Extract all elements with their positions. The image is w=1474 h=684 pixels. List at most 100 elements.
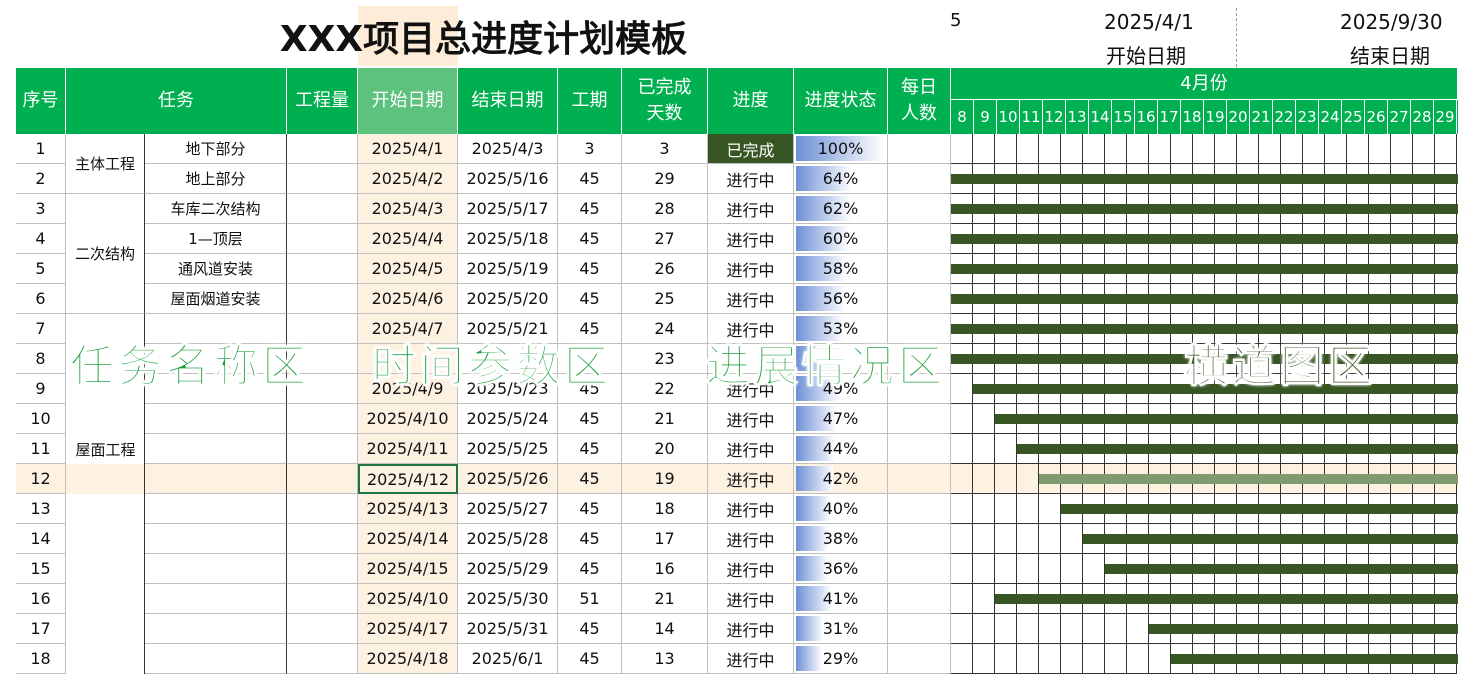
cell-end[interactable]: 2025/5/23 bbox=[458, 374, 558, 404]
header-start[interactable]: 开始日期 bbox=[358, 68, 458, 134]
cell-start[interactable]: 2025/4/9 bbox=[358, 374, 458, 404]
cell-prog[interactable]: 进行中 bbox=[708, 614, 794, 644]
gantt-bar[interactable] bbox=[1149, 624, 1458, 634]
cell-qty[interactable] bbox=[287, 554, 358, 584]
cell-qty[interactable] bbox=[287, 524, 358, 554]
cell-done[interactable]: 17 bbox=[622, 524, 708, 554]
gantt-bar[interactable] bbox=[951, 204, 1458, 214]
cell-qty[interactable] bbox=[287, 614, 358, 644]
cell-done[interactable]: 26 bbox=[622, 254, 708, 284]
cell-task[interactable] bbox=[145, 464, 287, 494]
cell-end[interactable]: 2025/5/20 bbox=[458, 284, 558, 314]
cell-qty[interactable] bbox=[287, 464, 358, 494]
cell-task[interactable] bbox=[145, 524, 287, 554]
cell-daily[interactable] bbox=[888, 584, 951, 614]
cell-done[interactable]: 21 bbox=[622, 404, 708, 434]
cell-end[interactable]: 2025/5/29 bbox=[458, 554, 558, 584]
header-done-days[interactable]: 已完成 天数 bbox=[622, 68, 708, 134]
group-cell[interactable] bbox=[66, 554, 145, 584]
group-label-roof[interactable]: 屋面工程 bbox=[75, 440, 136, 459]
cell-seq[interactable]: 15 bbox=[16, 554, 66, 584]
cell-prog[interactable]: 进行中 bbox=[708, 554, 794, 584]
cell-dur[interactable]: 45 bbox=[558, 254, 622, 284]
cell-prog[interactable]: 进行中 bbox=[708, 224, 794, 254]
group-cell[interactable] bbox=[66, 314, 145, 344]
cell-seq[interactable]: 4 bbox=[16, 224, 66, 254]
group-label-secondary[interactable]: 二次结构 bbox=[66, 194, 145, 314]
cell-qty[interactable] bbox=[287, 134, 358, 164]
cell-task[interactable]: 屋面烟道安装 bbox=[145, 284, 287, 314]
header-end[interactable]: 结束日期 bbox=[458, 68, 558, 134]
cell-status[interactable]: 62% bbox=[794, 194, 888, 224]
cell-dur[interactable]: 45 bbox=[558, 434, 622, 464]
cell-daily[interactable] bbox=[888, 374, 951, 404]
cell-daily[interactable] bbox=[888, 614, 951, 644]
cell-done[interactable]: 22 bbox=[622, 374, 708, 404]
gantt-bar[interactable] bbox=[1061, 504, 1458, 514]
cell-end[interactable]: 2025/5/19 bbox=[458, 254, 558, 284]
gantt-bar[interactable] bbox=[995, 414, 1458, 424]
cell-done[interactable]: 29 bbox=[622, 164, 708, 194]
cell-prog[interactable]: 进行中 bbox=[708, 524, 794, 554]
cell-dur[interactable]: 45 bbox=[558, 314, 622, 344]
gantt-bar[interactable] bbox=[951, 234, 1458, 244]
cell-task[interactable] bbox=[145, 344, 287, 374]
cell-start[interactable]: 2025/4/2 bbox=[358, 164, 458, 194]
cell-task[interactable] bbox=[145, 644, 287, 674]
cell-start[interactable]: 2025/4/4 bbox=[358, 224, 458, 254]
cell-qty[interactable] bbox=[287, 584, 358, 614]
cell-end[interactable]: 2025/5/26 bbox=[458, 464, 558, 494]
cell-end[interactable]: 2025/6/1 bbox=[458, 644, 558, 674]
gantt-bar[interactable] bbox=[951, 324, 1458, 334]
cell-start[interactable]: 2025/4/14 bbox=[358, 524, 458, 554]
cell-qty[interactable] bbox=[287, 254, 358, 284]
cell-daily[interactable] bbox=[888, 314, 951, 344]
cell-prog[interactable]: 进行中 bbox=[708, 284, 794, 314]
cell-end[interactable]: 2025/5/30 bbox=[458, 584, 558, 614]
gantt-bar[interactable] bbox=[1083, 534, 1458, 544]
cell-start[interactable]: 2025/4/13 bbox=[358, 494, 458, 524]
cell-prog[interactable]: 进行中 bbox=[708, 164, 794, 194]
cell-prog[interactable]: 已完成 bbox=[708, 134, 794, 164]
cell-start[interactable]: 2025/4/10 bbox=[358, 584, 458, 614]
group-cell[interactable] bbox=[66, 434, 145, 464]
cell-start[interactable]: 2025/4/5 bbox=[358, 254, 458, 284]
header-quantity[interactable]: 工程量 bbox=[287, 68, 358, 134]
group-cell[interactable] bbox=[66, 494, 145, 524]
cell-start[interactable]: 2025/4/10 bbox=[358, 404, 458, 434]
cell-start[interactable]: 2025/4/1 bbox=[358, 134, 458, 164]
cell-end[interactable]: 2025/5/31 bbox=[458, 614, 558, 644]
cell-task[interactable] bbox=[145, 494, 287, 524]
group-cell[interactable] bbox=[66, 644, 145, 674]
cell-status[interactable]: 31% bbox=[794, 614, 888, 644]
cell-end[interactable]: 2025/5/28 bbox=[458, 524, 558, 554]
cell-status[interactable]: 38% bbox=[794, 524, 888, 554]
cell-done[interactable]: 23 bbox=[622, 344, 708, 374]
cell-start[interactable]: 2025/4/7 bbox=[358, 314, 458, 344]
cell-task[interactable]: 地上部分 bbox=[145, 164, 287, 194]
cell-seq[interactable]: 11 bbox=[16, 434, 66, 464]
cell-seq[interactable]: 3 bbox=[16, 194, 66, 224]
cell-dur[interactable]: 45 bbox=[558, 644, 622, 674]
cell-daily[interactable] bbox=[888, 164, 951, 194]
cell-daily[interactable] bbox=[888, 224, 951, 254]
cell-daily[interactable] bbox=[888, 434, 951, 464]
cell-done[interactable]: 18 bbox=[622, 494, 708, 524]
cell-status[interactable]: 36% bbox=[794, 554, 888, 584]
cell-end[interactable]: 2025/5/18 bbox=[458, 224, 558, 254]
cell-dur[interactable]: 45 bbox=[558, 494, 622, 524]
cell-status[interactable]: 53% bbox=[794, 314, 888, 344]
cell-qty[interactable] bbox=[287, 164, 358, 194]
cell-end[interactable]: 2025/5/24 bbox=[458, 404, 558, 434]
cell-dur[interactable]: 45 bbox=[558, 224, 622, 254]
cell-status[interactable]: 41% bbox=[794, 584, 888, 614]
group-cell[interactable] bbox=[66, 344, 145, 374]
gantt-bar[interactable] bbox=[973, 384, 1458, 394]
cell-daily[interactable] bbox=[888, 134, 951, 164]
cell-done[interactable]: 21 bbox=[622, 584, 708, 614]
cell-end[interactable]: 2025/4/3 bbox=[458, 134, 558, 164]
cell-prog[interactable]: 进行中 bbox=[708, 494, 794, 524]
cell-seq[interactable]: 18 bbox=[16, 644, 66, 674]
gantt-bar[interactable] bbox=[951, 294, 1458, 304]
cell-done[interactable]: 19 bbox=[622, 464, 708, 494]
